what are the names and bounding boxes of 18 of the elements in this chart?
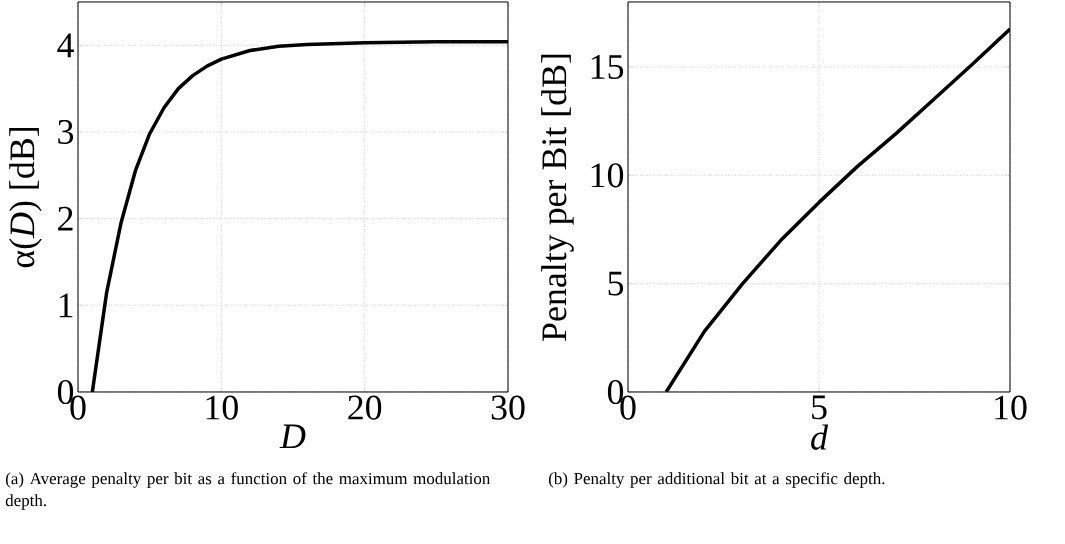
y-axis-title: Penalty per Bit [dB]	[541, 54, 574, 341]
x-tick-label: 5	[812, 395, 827, 420]
y-tick-label: 5	[608, 271, 624, 296]
text: (a) Average penalty per bit as a function of the maximum modulation depth.	[5, 472, 491, 510]
x-axis-title: D	[279, 424, 306, 449]
y-tick-label: 15	[591, 54, 624, 79]
text: (b) Penalty per additional bit at a specific depth.	[548, 472, 885, 488]
y-tick-label: 1	[59, 293, 73, 318]
x-tick-label: 10	[995, 395, 1027, 420]
x-tick-label: 10	[206, 395, 238, 420]
x-tick-label: 30	[491, 395, 525, 420]
y-tick-label: 4	[57, 33, 74, 58]
y-axis-title: α(D) [dB]	[9, 128, 42, 268]
y-tick-label: 3	[58, 119, 74, 145]
x-axis-title: d	[811, 424, 829, 450]
x-tick-label: 20	[348, 395, 382, 420]
y-tick-label: 2	[58, 206, 73, 231]
y-tick-label: 10	[591, 163, 624, 188]
